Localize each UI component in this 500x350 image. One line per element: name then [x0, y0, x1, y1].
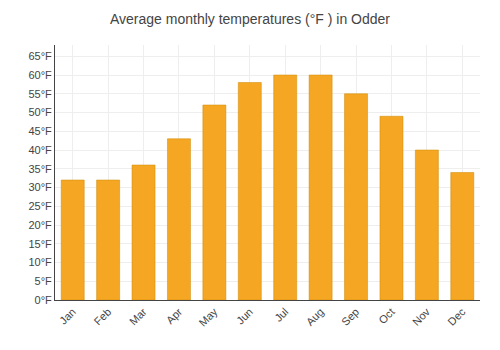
svg-text:May: May [197, 305, 221, 329]
svg-text:Jun: Jun [234, 306, 255, 327]
svg-text:Jul: Jul [272, 306, 290, 324]
svg-text:Apr: Apr [164, 305, 185, 326]
svg-text:30°F: 30°F [28, 181, 52, 193]
svg-text:Mar: Mar [127, 305, 149, 327]
svg-text:Jan: Jan [57, 306, 78, 327]
svg-text:40°F: 40°F [28, 144, 52, 156]
svg-text:45°F: 45°F [28, 125, 52, 137]
svg-text:Average monthly temperatures (: Average monthly temperatures (°F ) in Od… [110, 11, 390, 27]
svg-text:20°F: 20°F [28, 219, 52, 231]
svg-text:Feb: Feb [92, 306, 114, 328]
svg-text:Aug: Aug [304, 306, 326, 328]
svg-text:60°F: 60°F [28, 69, 52, 81]
svg-text:Sep: Sep [339, 306, 361, 328]
svg-text:10°F: 10°F [28, 256, 52, 268]
svg-text:5°F: 5°F [35, 275, 53, 287]
svg-text:Oct: Oct [376, 306, 397, 327]
svg-text:55°F: 55°F [28, 88, 52, 100]
svg-text:25°F: 25°F [28, 200, 52, 212]
svg-text:Dec: Dec [445, 305, 468, 328]
svg-text:50°F: 50°F [28, 106, 52, 118]
svg-text:Nov: Nov [410, 305, 433, 328]
svg-text:35°F: 35°F [28, 163, 52, 175]
svg-text:15°F: 15°F [28, 238, 52, 250]
svg-text:65°F: 65°F [28, 50, 52, 62]
svg-text:0°F: 0°F [35, 294, 53, 306]
